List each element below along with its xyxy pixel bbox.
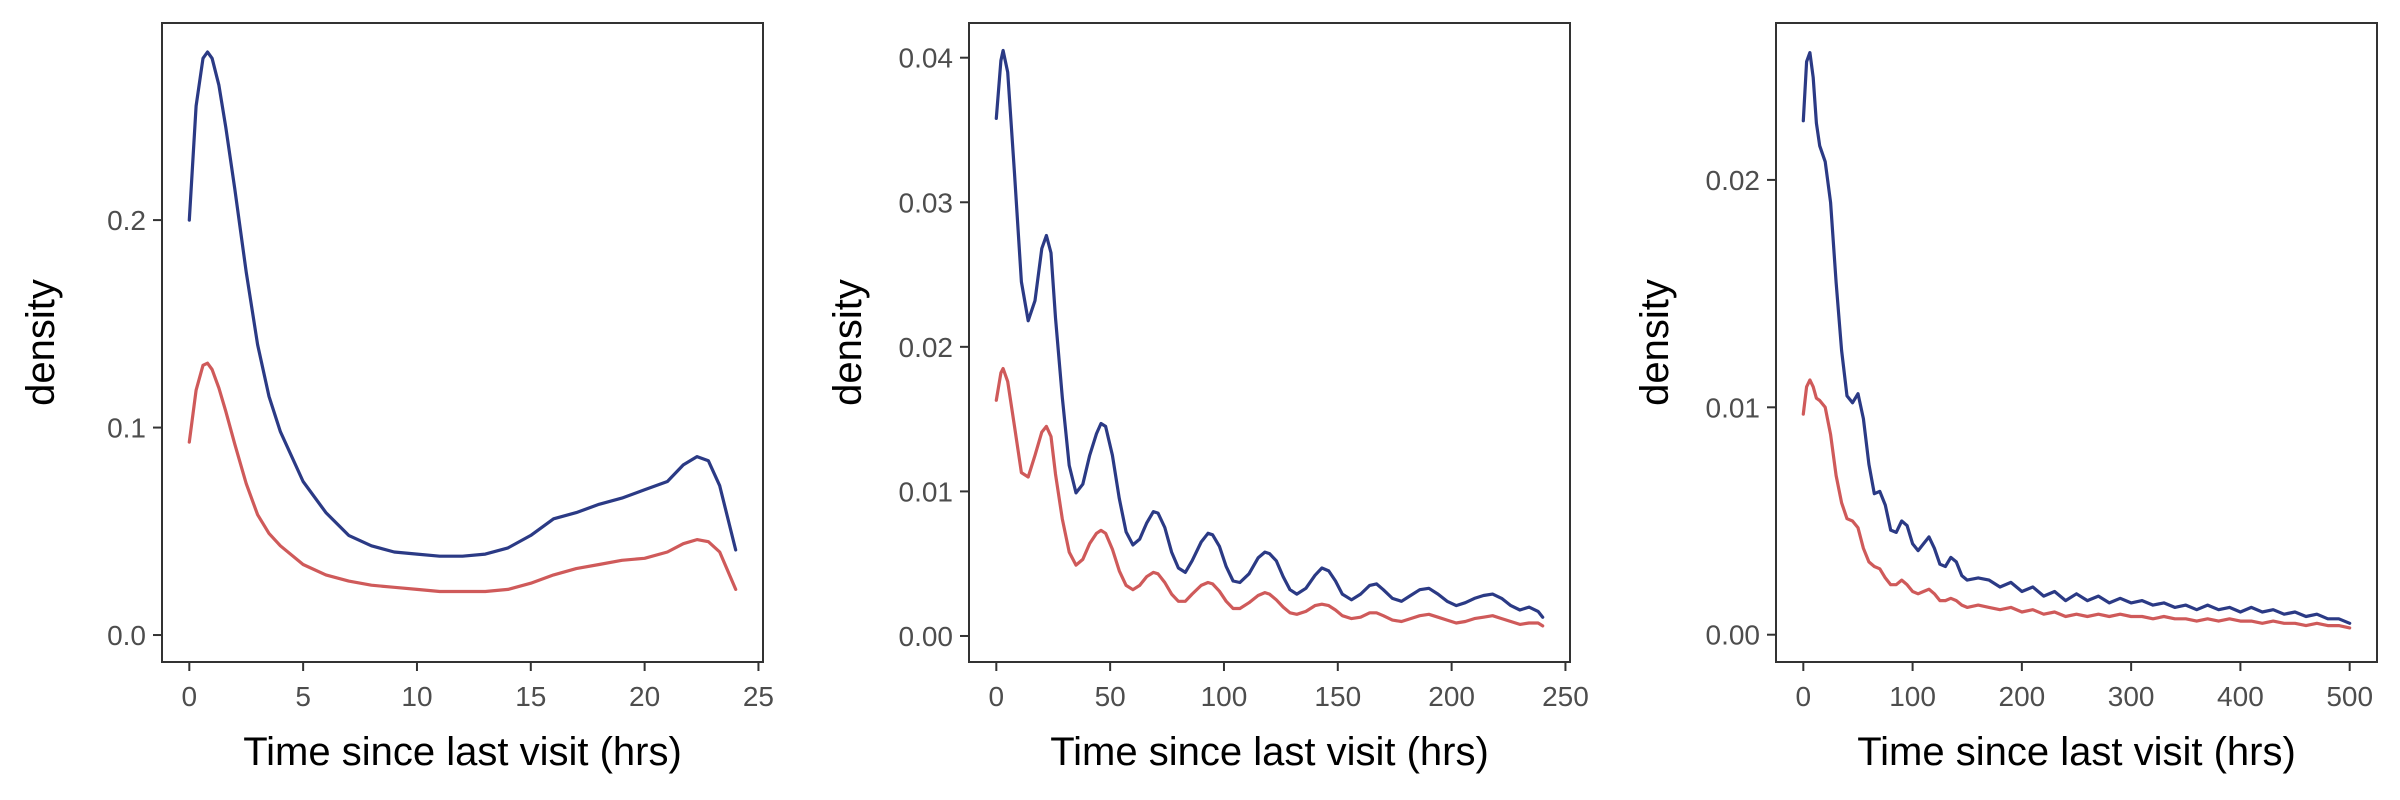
y-tick-label: 0.02 bbox=[899, 332, 954, 363]
x-tick-label: 0 bbox=[182, 681, 198, 712]
density-line-red bbox=[994, 366, 1545, 628]
panel-3: 0 100 200 300 400 500 0.00 0.01 0.02 Time since l… bbox=[1633, 22, 2378, 774]
y-tick-label: 0.2 bbox=[107, 205, 146, 236]
y-tick-label: 0.01 bbox=[1706, 392, 1761, 423]
x-tick-label: 0 bbox=[989, 681, 1005, 712]
y-axis-title: density bbox=[1633, 279, 1677, 406]
x-axis-title: Time since last visit (hrs) bbox=[1050, 730, 1489, 774]
y-axis-title: density bbox=[826, 279, 870, 406]
x-tick-label: 15 bbox=[515, 681, 546, 712]
x-tick-label: 250 bbox=[1542, 681, 1589, 712]
x-tick-label: 150 bbox=[1314, 681, 1361, 712]
x-axis-title: Time since last visit (hrs) bbox=[243, 730, 682, 774]
x-tick-label: 5 bbox=[295, 681, 311, 712]
panel-frame bbox=[161, 22, 764, 663]
panel-frame bbox=[968, 22, 1571, 663]
x-tick-label: 20 bbox=[629, 681, 660, 712]
y-tick-label: 0.03 bbox=[899, 187, 954, 218]
y-axis-title: density bbox=[19, 279, 63, 406]
panel-2: 0 50 100 150 200 250 0.00 0.01 0.02 0.03 0.04 Time … bbox=[826, 22, 1589, 774]
y-tick-label: 0.0 bbox=[107, 620, 146, 651]
x-tick-label: 200 bbox=[1428, 681, 1475, 712]
x-tick-label: 100 bbox=[1889, 681, 1936, 712]
x-tick-label: 100 bbox=[1201, 681, 1248, 712]
y-tick-label: 0.02 bbox=[1706, 165, 1761, 196]
density-line-red bbox=[1801, 378, 2352, 630]
density-line-blue bbox=[994, 48, 1545, 619]
y-tick-label: 0.1 bbox=[107, 413, 146, 444]
x-tick-label: 400 bbox=[2217, 681, 2264, 712]
density-line-blue bbox=[1801, 50, 2352, 625]
x-tick-label: 10 bbox=[401, 681, 432, 712]
x-tick-label: 25 bbox=[743, 681, 774, 712]
y-tick-label: 0.04 bbox=[899, 43, 954, 74]
x-axis-title: Time since last visit (hrs) bbox=[1857, 730, 2296, 774]
panel-1: 0 5 10 15 20 25 0.0 0.1 0.2 Time since last visit… bbox=[19, 22, 774, 774]
x-tick-label: 200 bbox=[1999, 681, 2046, 712]
x-tick-label: 500 bbox=[2326, 681, 2373, 712]
density-line-blue bbox=[187, 50, 738, 558]
y-tick-label: 0.01 bbox=[899, 476, 954, 507]
density-line-red bbox=[187, 361, 738, 594]
x-tick-label: 300 bbox=[2108, 681, 2155, 712]
y-tick-label: 0.00 bbox=[1706, 620, 1761, 651]
x-tick-label: 0 bbox=[1796, 681, 1812, 712]
x-tick-label: 50 bbox=[1095, 681, 1126, 712]
y-tick-label: 0.00 bbox=[899, 621, 954, 652]
panel-frame bbox=[1775, 22, 2378, 663]
